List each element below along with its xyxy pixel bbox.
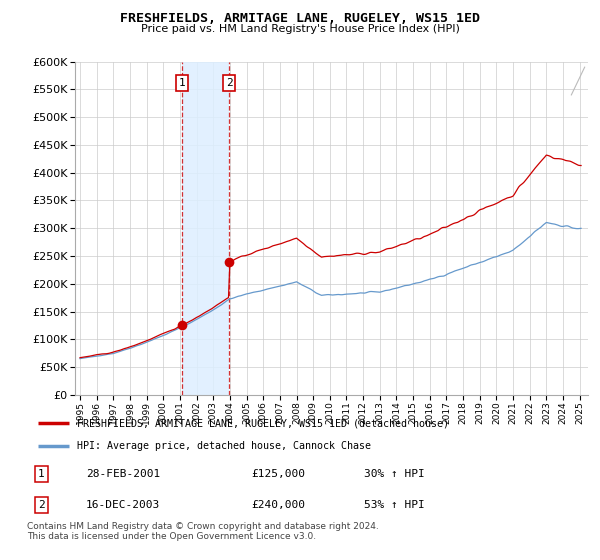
Text: FRESHFIELDS, ARMITAGE LANE, RUGELEY, WS15 1ED: FRESHFIELDS, ARMITAGE LANE, RUGELEY, WS1… — [120, 12, 480, 25]
Text: 1: 1 — [38, 469, 44, 479]
Text: FRESHFIELDS, ARMITAGE LANE, RUGELEY, WS15 1ED (detached house): FRESHFIELDS, ARMITAGE LANE, RUGELEY, WS1… — [77, 418, 449, 428]
Text: Price paid vs. HM Land Registry's House Price Index (HPI): Price paid vs. HM Land Registry's House … — [140, 24, 460, 34]
Bar — [182, 62, 229, 395]
Text: 2: 2 — [226, 78, 233, 88]
Text: 30% ↑ HPI: 30% ↑ HPI — [364, 469, 424, 479]
Text: HPI: Average price, detached house, Cannock Chase: HPI: Average price, detached house, Cann… — [77, 441, 371, 451]
Text: 16-DEC-2003: 16-DEC-2003 — [86, 500, 160, 510]
Text: £240,000: £240,000 — [251, 500, 305, 510]
Text: £125,000: £125,000 — [251, 469, 305, 479]
Text: 28-FEB-2001: 28-FEB-2001 — [86, 469, 160, 479]
Text: 2: 2 — [38, 500, 44, 510]
Text: Contains HM Land Registry data © Crown copyright and database right 2024.
This d: Contains HM Land Registry data © Crown c… — [27, 522, 379, 542]
Text: 53% ↑ HPI: 53% ↑ HPI — [364, 500, 424, 510]
Text: 1: 1 — [179, 78, 185, 88]
